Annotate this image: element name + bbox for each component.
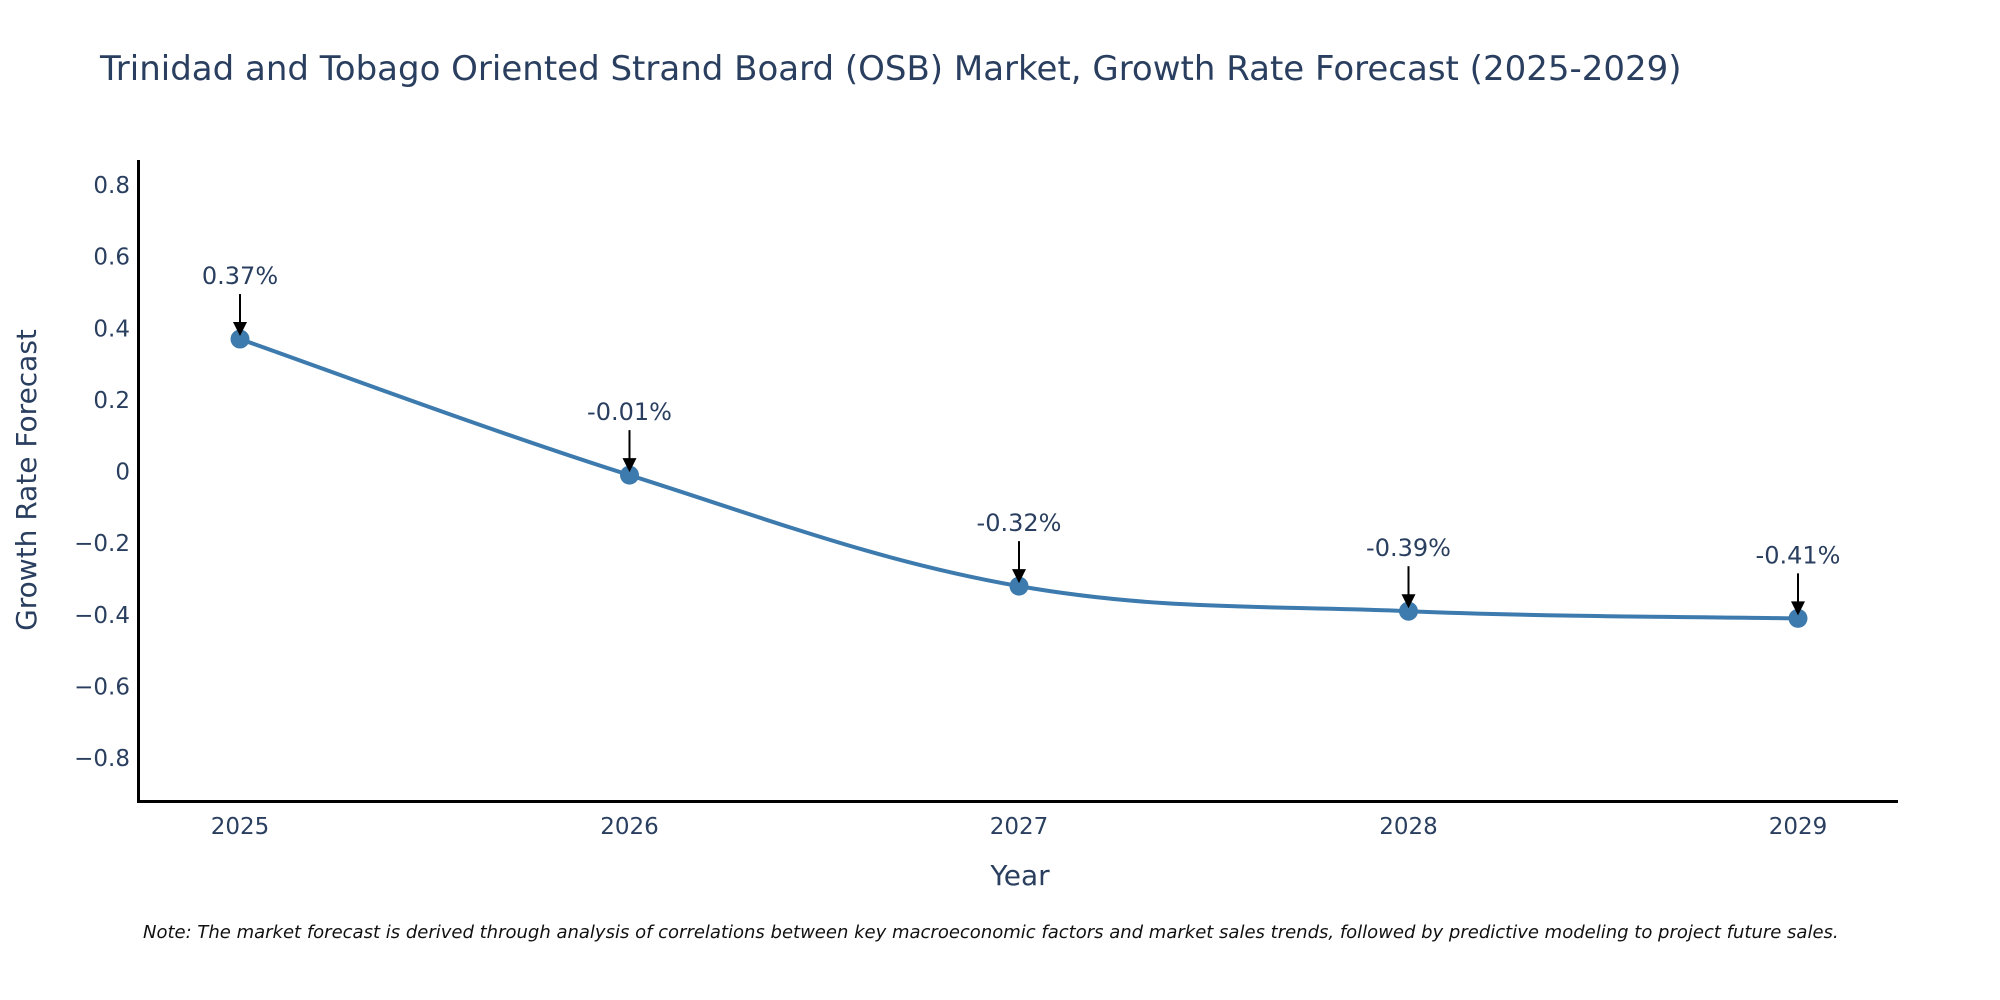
y-tick-label: 0 bbox=[115, 460, 130, 486]
data-label: -0.32% bbox=[977, 509, 1062, 537]
annotation-layer: 0.37% -0.01% -0.32% -0.39% -0.41% bbox=[202, 262, 1841, 616]
y-tick-label: −0.4 bbox=[74, 603, 130, 629]
y-tick-label: −0.6 bbox=[74, 674, 130, 700]
x-tick-label: 2028 bbox=[1379, 814, 1438, 840]
y-axis-ticks: 0.8 0.6 0.4 0.2 0 −0.2 −0.4 −0.6 −0.8 bbox=[74, 173, 130, 772]
x-tick-label: 2029 bbox=[1769, 814, 1828, 840]
data-label: -0.41% bbox=[1756, 541, 1841, 569]
data-label: -0.01% bbox=[587, 398, 672, 426]
data-point bbox=[1399, 601, 1418, 621]
data-point bbox=[230, 329, 250, 349]
annotation-arrowhead bbox=[1791, 601, 1805, 616]
y-axis-title: Growth Rate Forecast bbox=[10, 329, 43, 631]
chart-title: Trinidad and Tobago Oriented Strand Boar… bbox=[99, 49, 1682, 89]
y-tick-label: −0.2 bbox=[74, 531, 130, 557]
data-point bbox=[1009, 576, 1029, 596]
chart-note: Note: The market forecast is derived thr… bbox=[143, 922, 1839, 943]
y-tick-label: 0.6 bbox=[93, 245, 130, 271]
annotation-arrowhead bbox=[622, 458, 637, 473]
y-tick-label: 0.4 bbox=[93, 316, 130, 342]
annotation-arrowhead bbox=[1012, 569, 1026, 584]
y-tick-label: 0.2 bbox=[93, 388, 130, 414]
y-tick-label: 0.8 bbox=[93, 173, 130, 199]
x-tick-label: 2027 bbox=[990, 814, 1049, 840]
annotation-arrowhead bbox=[233, 322, 247, 337]
data-label: -0.39% bbox=[1366, 534, 1451, 562]
y-tick-label: −0.8 bbox=[74, 746, 130, 772]
data-point bbox=[620, 465, 639, 485]
series-layer bbox=[230, 329, 1808, 628]
x-axis-ticks: 2025 2026 2027 2028 2029 bbox=[211, 814, 1828, 840]
annotation-arrowhead bbox=[1401, 594, 1416, 609]
data-label: 0.37% bbox=[202, 262, 278, 290]
x-tick-label: 2026 bbox=[600, 814, 659, 840]
x-tick-label: 2025 bbox=[211, 814, 270, 840]
x-axis-title: Year bbox=[989, 859, 1050, 892]
data-point bbox=[1788, 608, 1808, 628]
